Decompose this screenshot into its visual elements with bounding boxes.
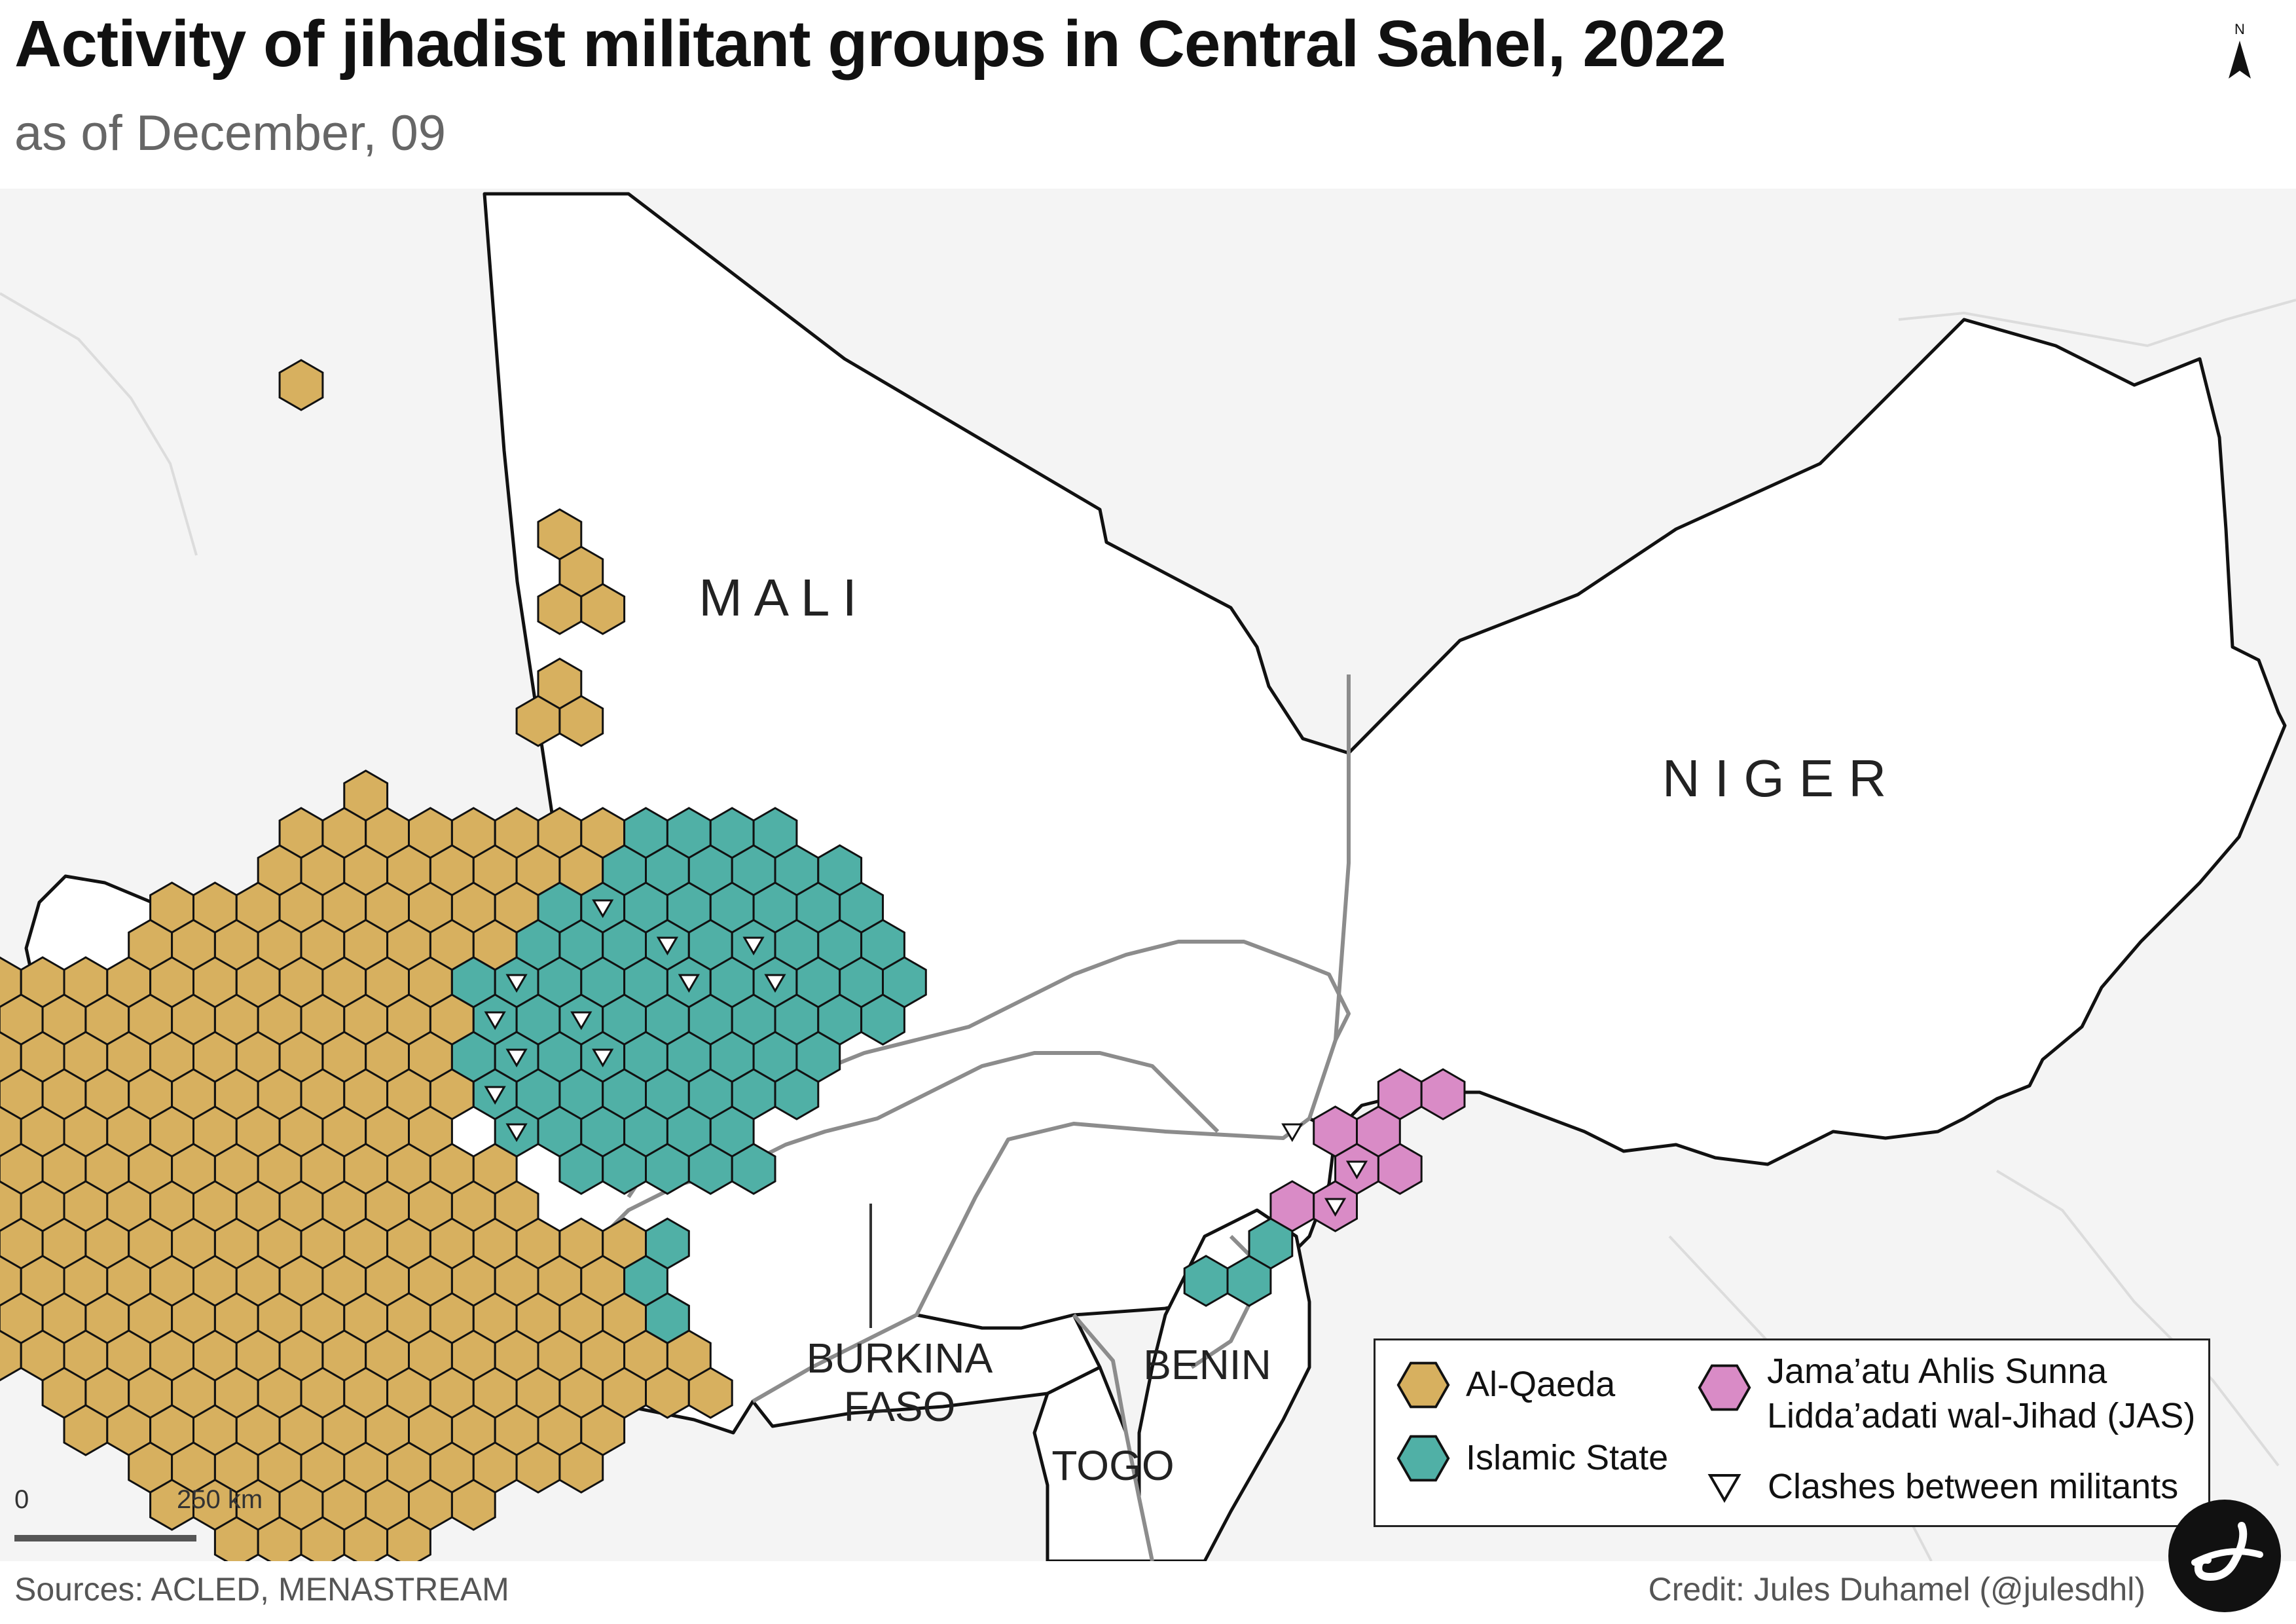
benin-outline — [1137, 1208, 1311, 1561]
clash-marker — [1281, 1123, 1303, 1142]
scale-zero-label: 0 — [14, 1485, 29, 1514]
clash-marker — [505, 974, 528, 993]
clash-triangle-icon — [1707, 1473, 1741, 1503]
clash-marker — [656, 936, 679, 955]
islamic-state-hex — [731, 1143, 776, 1195]
islamic-state-hex — [774, 1068, 820, 1120]
map-legend: Al-Qaeda Islamic State Jama’atu Ahlis Su… — [1374, 1338, 2210, 1527]
clash-marker — [570, 1011, 592, 1030]
islamic-state-hex — [1226, 1255, 1272, 1307]
alqaeda-hex — [687, 1367, 733, 1419]
islamic-state-hex-icon — [1396, 1435, 1450, 1482]
author-logo-glyph — [2191, 1522, 2263, 1581]
sahel-map: M A L I N I G E R BURKINA FASO BENIN TOG… — [0, 189, 2296, 1561]
sources-text: Sources: ACLED, MENASTREAM — [14, 1571, 509, 1608]
clash-marker — [484, 1086, 506, 1105]
clash-marker — [505, 1123, 528, 1142]
alqaeda-hex — [278, 359, 324, 411]
legend-item-islamic-state: Islamic State — [1395, 1432, 1668, 1485]
legend-clashes-label: Clashes between militants — [1768, 1467, 2179, 1506]
clash-marker — [742, 936, 765, 955]
jas-hex-icon — [1698, 1364, 1751, 1411]
map-subtitle: as of December, 09 — [14, 105, 446, 161]
credit-text: Credit: Jules Duhamel (@julesdhl) — [1648, 1571, 2145, 1608]
map-title: Activity of jihadist militant groups in … — [14, 7, 1726, 81]
niger-outline — [1307, 318, 2287, 1166]
author-logo — [2168, 1500, 2281, 1612]
jas-hex — [1420, 1068, 1466, 1120]
hex-activity-layer — [0, 359, 1466, 1561]
islamic-state-hex — [860, 993, 905, 1046]
legend-alqaeda-label: Al-Qaeda — [1466, 1365, 1616, 1405]
clash-marker — [678, 974, 700, 993]
north-letter: N — [2234, 21, 2245, 37]
label-mali: M A L I — [699, 568, 857, 627]
scale-line — [14, 1535, 196, 1541]
alqaeda-hex — [450, 1479, 496, 1531]
jas-hex — [1377, 1143, 1423, 1195]
legend-item-alqaeda: Al-Qaeda — [1395, 1359, 1615, 1411]
clash-marker — [1345, 1160, 1368, 1179]
label-togo: TOGO — [1051, 1442, 1174, 1489]
legend-islamic-state-label: Islamic State — [1466, 1438, 1669, 1478]
alqaeda-hex — [386, 1516, 431, 1561]
alqaeda-hex — [558, 695, 604, 747]
label-faso: FASO — [844, 1383, 956, 1430]
clash-marker — [505, 1048, 528, 1067]
scale-bar: 0 250 km — [14, 1485, 289, 1541]
label-benin: BENIN — [1143, 1341, 1271, 1388]
label-niger: N I G E R — [1662, 749, 1886, 807]
north-arrow-icon: N — [2229, 21, 2251, 79]
clash-marker — [484, 1011, 506, 1030]
alqaeda-hex — [558, 1441, 604, 1494]
label-burkina: BURKINA — [807, 1335, 993, 1382]
legend-jas-label-line1: Jama’atu Ahlis Sunna — [1767, 1352, 2107, 1391]
clash-markers-layer — [484, 899, 1368, 1217]
scale-distance-label: 250 km — [177, 1485, 263, 1514]
clash-marker — [592, 899, 614, 918]
clash-marker — [1324, 1198, 1347, 1217]
clash-marker — [764, 974, 786, 993]
alqaeda-hex — [580, 583, 626, 635]
islamic-state-hex — [645, 1292, 690, 1344]
legend-jas-label-line2: Lidda’adati wal-Jihad (JAS) — [1767, 1395, 2196, 1435]
legend-item-jas: Jama’atu Ahlis Sunna Lidda’adati wal-Jih… — [1696, 1350, 2195, 1438]
alqaeda-hex-icon — [1396, 1361, 1450, 1409]
togo-outline — [1032, 1365, 1154, 1561]
legend-item-clashes: Clashes between militants — [1706, 1465, 2178, 1509]
clash-marker — [592, 1048, 614, 1067]
